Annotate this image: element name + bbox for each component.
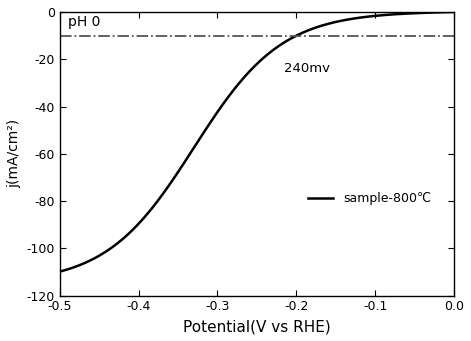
Text: 240mv: 240mv — [284, 62, 331, 75]
Line: sample-800℃: sample-800℃ — [60, 12, 454, 272]
sample-800℃ — [216, 107, 222, 112]
Text: pH 0: pH 0 — [68, 15, 100, 29]
X-axis label: Potential(V vs RHE): Potential(V vs RHE) — [183, 319, 331, 334]
sample-800℃ — [97, 253, 103, 257]
sample-800℃ — [328, 21, 333, 25]
Legend: sample-800℃: sample-800℃ — [303, 187, 436, 210]
sample-800℃ — [451, 10, 457, 14]
Y-axis label: j(mA/cm²): j(mA/cm²) — [7, 119, 21, 188]
sample-800℃ — [57, 270, 63, 274]
sample-800℃ — [231, 88, 236, 92]
sample-800℃ — [372, 14, 377, 18]
sample-800℃ — [365, 15, 370, 19]
